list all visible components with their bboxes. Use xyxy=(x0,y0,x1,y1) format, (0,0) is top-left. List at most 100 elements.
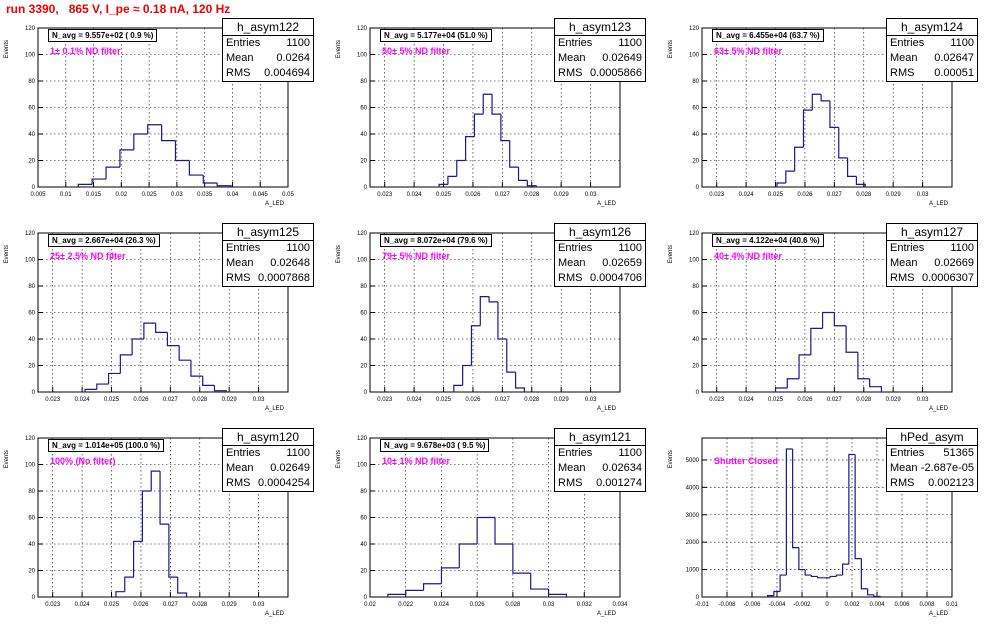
stats-value: 0.0005866 xyxy=(590,67,642,79)
x-tick-label: 0.027 xyxy=(495,397,511,403)
y-tick-label: 60 xyxy=(692,311,699,317)
histogram-bin xyxy=(482,93,493,115)
histogram-bin xyxy=(804,569,812,576)
y-tick-label: 100 xyxy=(357,53,368,59)
stats-value: 0.004694 xyxy=(264,67,310,79)
histogram-bin xyxy=(779,574,787,592)
histogram-panel-h_asym125: 0.023 0.024 0.025 0.026 0.027 0.028 0.029 0.03 0… xyxy=(0,223,332,428)
stats-value: 0.0007868 xyxy=(258,272,310,284)
histogram-bin xyxy=(141,490,152,542)
x-axis-label: A_LED xyxy=(265,611,285,617)
x-tick-label: 0.027 xyxy=(495,192,511,198)
x-axis-label: A_LED xyxy=(265,201,285,207)
x-tick-label: 0.03 xyxy=(917,192,929,198)
histogram-bin xyxy=(488,296,498,303)
y-tick-label: 80 xyxy=(360,79,367,85)
y-tick-label: 60 xyxy=(28,106,35,112)
y-axis-label: Events xyxy=(336,450,342,468)
y-tick-label: 100 xyxy=(689,258,700,264)
stats-row-rms: RMS 0.001274 xyxy=(555,476,645,491)
y-tick-label: 40 xyxy=(28,337,35,343)
y-tick-label: 60 xyxy=(360,106,367,112)
y-tick-label: 80 xyxy=(692,284,699,290)
x-tick-label: 0.026 xyxy=(797,397,813,403)
stats-row-mean: Mean 0.02659 xyxy=(555,256,645,271)
stats-row-entries: Entries 1100 xyxy=(555,241,645,256)
x-tick-label: 0.022 xyxy=(398,602,414,608)
histogram-bin xyxy=(190,360,203,377)
y-tick-label: 40 xyxy=(28,542,35,548)
histogram-bin xyxy=(131,338,144,355)
stats-value: 0.001274 xyxy=(596,477,642,489)
histogram-bin xyxy=(785,170,795,184)
x-tick-label: 0.032 xyxy=(577,602,593,608)
x-tick-label: 0.028 xyxy=(524,397,540,403)
histogram-bin xyxy=(860,558,868,590)
x-tick-label: -0.01 xyxy=(695,602,709,608)
histogram-panel-h_asym120: 0.023 0.024 0.025 0.026 0.027 0.028 0.029 0.03 0… xyxy=(0,428,332,633)
histogram-name: hPed_asym xyxy=(887,429,977,446)
x-tick-label: 0.024 xyxy=(739,397,755,403)
y-axis-label: Events xyxy=(668,450,674,468)
histogram-bin xyxy=(494,517,513,545)
histogram-bin xyxy=(509,140,519,168)
histogram-plot: -0.01 -0.008 -0.006 -0.004 -0.002 0 0.002 0.004… xyxy=(668,437,958,617)
histogram-bin xyxy=(168,524,178,578)
stats-key: Entries xyxy=(558,37,593,49)
x-tick-label: 0.029 xyxy=(554,192,570,198)
histogram-bin xyxy=(178,345,191,361)
stats-value: 1100 xyxy=(950,242,974,254)
histogram-bin xyxy=(838,127,848,159)
y-tick-label: 20 xyxy=(28,364,35,370)
n-avg-annotation: N_avg = 8.072e+04 (79.6 %) xyxy=(380,234,492,247)
y-tick-label: 100 xyxy=(689,53,700,59)
stats-row-entries: Entries 1100 xyxy=(223,241,313,256)
x-tick-label: 0.026 xyxy=(470,602,486,608)
histogram-bin xyxy=(202,175,218,184)
stats-key: RMS xyxy=(558,67,583,79)
x-tick-label: 0.04 xyxy=(227,192,239,198)
x-tick-label: 0.03 xyxy=(253,397,265,403)
stats-key: RMS xyxy=(558,477,583,489)
y-tick-label: 80 xyxy=(28,79,35,85)
stats-box: h_asym122 Entries 1100 Mean 0.0264 RMS 0.00469… xyxy=(222,18,314,82)
histogram-bin xyxy=(820,94,830,102)
stats-row-entries: Entries 51365 xyxy=(887,446,977,461)
y-axis-label: Events xyxy=(336,40,342,58)
histogram-bin xyxy=(387,593,406,597)
plot-frame xyxy=(369,27,621,188)
stats-row-mean: Mean 0.02648 xyxy=(223,256,313,271)
x-tick-label: 0.01 xyxy=(946,602,958,608)
histogram-bin xyxy=(776,182,786,187)
x-tick-label: 0.027 xyxy=(827,397,843,403)
histogram-bin xyxy=(124,576,134,592)
histogram-bin xyxy=(810,575,818,578)
histogram-bin xyxy=(77,183,93,187)
histogram-bin xyxy=(855,176,866,187)
x-tick-label: 0.024 xyxy=(407,192,423,198)
histogram-bin xyxy=(462,364,472,386)
histogram-bin xyxy=(422,583,442,591)
stats-row-rms: RMS 0.00051 xyxy=(887,66,977,81)
filter-label: 10± 1% ND filter xyxy=(382,456,450,466)
x-tick-label: 0.03 xyxy=(253,602,265,608)
x-tick-label: 0.01 xyxy=(60,192,72,198)
histogram-bin xyxy=(514,372,526,392)
x-axis-label: A_LED xyxy=(597,406,617,412)
histogram-bin xyxy=(821,311,835,329)
stats-row-entries: Entries 1100 xyxy=(223,446,313,461)
histogram-bin xyxy=(147,124,162,134)
filter-label: 63± 5% ND filter xyxy=(714,46,782,56)
x-tick-label: 0.026 xyxy=(465,397,481,403)
histogram-bin xyxy=(470,325,481,366)
stats-value: 0.0006307 xyxy=(922,272,974,284)
stats-key: Mean xyxy=(890,52,918,64)
histogram-name: h_asym125 xyxy=(223,224,313,241)
y-axis-label: Events xyxy=(336,245,342,263)
y-tick-label: 120 xyxy=(25,26,36,32)
stats-value: 1100 xyxy=(286,37,310,49)
stats-box: h_asym125 Entries 1100 Mean 0.02648 RMS 0.0007… xyxy=(222,223,314,287)
histogram-bin xyxy=(159,471,169,525)
histogram-bin xyxy=(440,567,460,584)
x-tick-label: 0.002 xyxy=(844,602,860,608)
